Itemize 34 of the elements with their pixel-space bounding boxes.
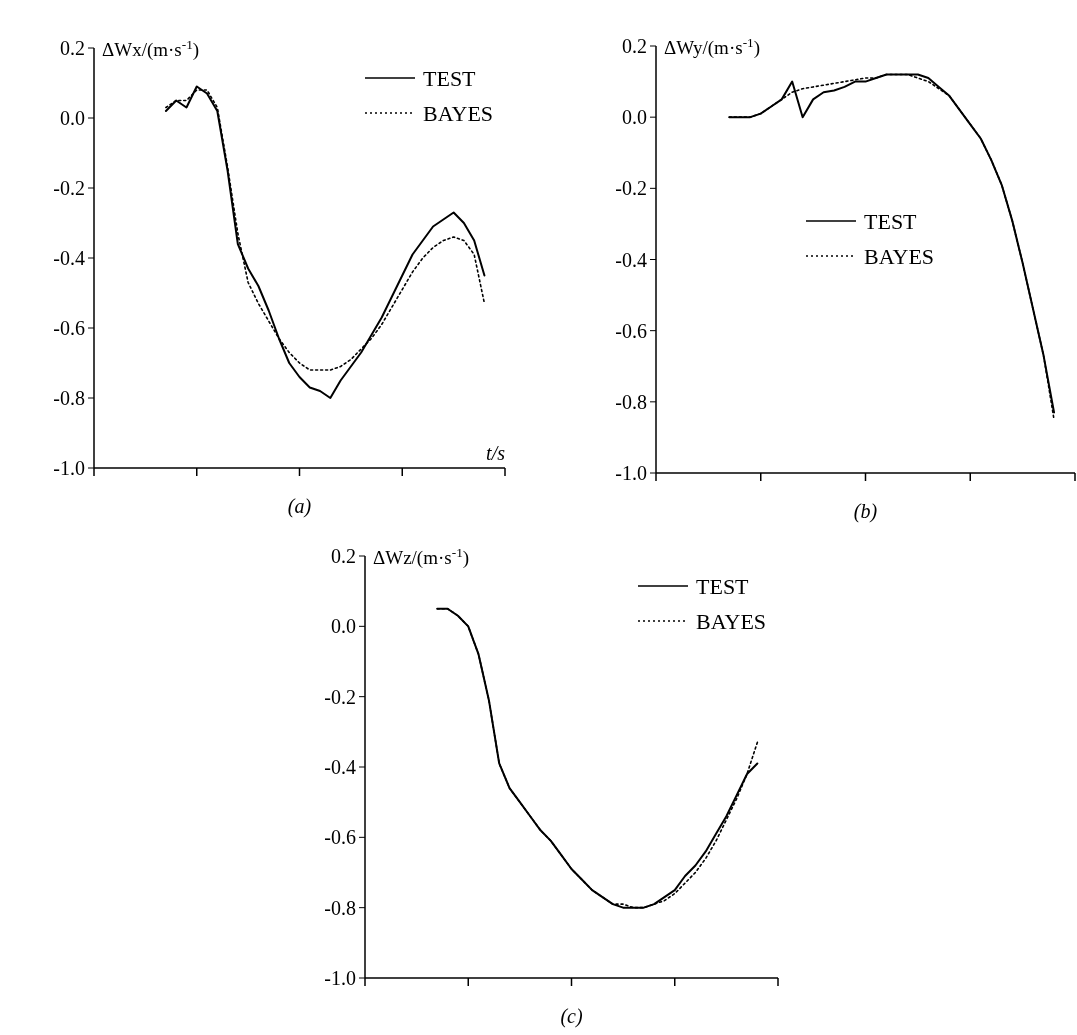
y-tick-label: -0.6 xyxy=(53,317,85,339)
y-tick-label: -0.4 xyxy=(324,756,356,778)
text: (a) xyxy=(287,495,312,518)
y-tick-label: -0.2 xyxy=(615,177,647,200)
legend-label: BAYES xyxy=(423,100,494,126)
y-tick-label: -1.0 xyxy=(53,457,85,479)
y-tick-label: -0.8 xyxy=(615,390,647,413)
y-tick-label: 0.0 xyxy=(331,615,356,638)
y-tick-label: -1.0 xyxy=(615,462,647,484)
legend-label: TEST xyxy=(423,65,477,91)
text: (b) xyxy=(853,500,878,523)
y-tick-label: -1.0 xyxy=(324,967,356,989)
y-tick-label: -0.4 xyxy=(53,247,85,269)
y-tick-label: -0.2 xyxy=(53,177,85,199)
legend-label: BAYES xyxy=(696,608,767,634)
y-axis-title: ΔWy/(m·s$^{-1}$) xyxy=(664,34,761,59)
legend-label: BAYES xyxy=(864,243,935,269)
y-tick-label: 0.2 xyxy=(331,545,356,567)
text: (c) xyxy=(560,1005,583,1028)
legend-label: TEST xyxy=(696,573,750,599)
y-tick-label: -0.6 xyxy=(324,826,356,849)
y-axis-title: ΔWx/(m·s$^{-1}$) xyxy=(102,36,200,61)
y-tick-label: -0.2 xyxy=(324,685,356,708)
y-tick-label: 0.0 xyxy=(622,106,647,129)
y-tick-label: -0.6 xyxy=(615,319,647,342)
legend-label: TEST xyxy=(864,208,918,234)
y-tick-label: 0.2 xyxy=(60,37,85,59)
y-tick-label: 0.0 xyxy=(60,107,85,129)
x-axis-title: t/s xyxy=(486,442,506,464)
y-tick-label: -0.8 xyxy=(324,896,356,919)
y-tick-label: -0.4 xyxy=(615,248,647,271)
y-tick-label: -0.8 xyxy=(53,387,85,409)
y-axis-title: ΔWz/(m·s$^{-1}$) xyxy=(373,544,470,569)
y-tick-label: 0.2 xyxy=(622,35,647,57)
